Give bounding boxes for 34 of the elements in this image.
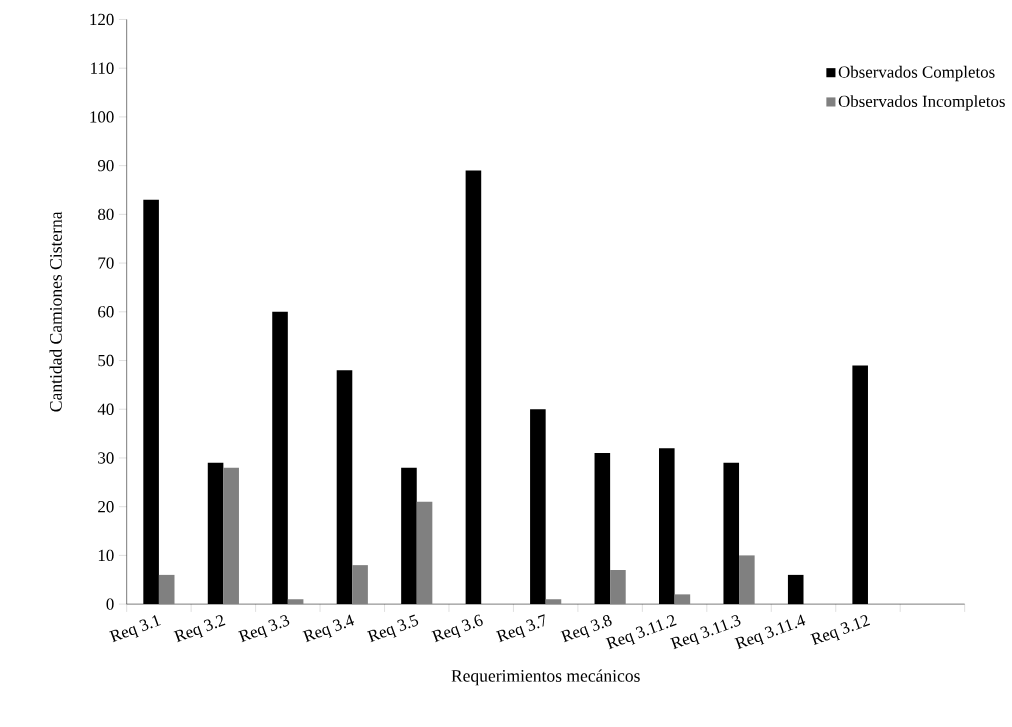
- x-axis-title: Requerimientos mecánicos: [451, 669, 640, 686]
- x-tick-label: Req 3.4: [302, 614, 355, 643]
- y-tick-label: 60: [98, 306, 114, 318]
- y-tick-label: 120: [90, 13, 114, 26]
- bar: [158, 574, 175, 605]
- y-tick-label: 110: [91, 62, 114, 74]
- x-tick-label: Req 3.5: [366, 614, 419, 643]
- legend-label: Observados Incompletos: [838, 95, 1005, 111]
- x-tick-label: Req 3.7: [495, 614, 545, 643]
- y-tick-label: 0: [106, 598, 114, 610]
- y-tick-label: 100: [90, 111, 114, 123]
- y-tick-label: 20: [98, 501, 114, 513]
- y-tick-label: 80: [98, 208, 114, 221]
- bar: [416, 501, 433, 605]
- bar: [674, 594, 691, 605]
- y-tick-label: 90: [97, 159, 114, 172]
- x-tick-label: Req 3.12: [810, 615, 870, 646]
- y-tick-label: 40: [97, 403, 114, 415]
- bar: [739, 555, 755, 605]
- y-tick-label: 70: [98, 257, 114, 269]
- x-tick-label: Req 3.2: [173, 615, 226, 643]
- bar: [352, 565, 368, 605]
- y-tick-label: 10: [98, 549, 114, 562]
- bar: [545, 599, 562, 605]
- x-tick-label: Req 3.1: [109, 615, 161, 643]
- x-tick-label: Req 3.3: [238, 615, 290, 643]
- y-axis-title: Cantidad Camiones Cisterna: [49, 211, 62, 412]
- x-tick-label: Req 3.6: [431, 614, 483, 643]
- bar: [287, 599, 304, 605]
- y-tick-label: 30: [98, 452, 114, 464]
- bar: [223, 467, 239, 605]
- bar: [610, 570, 626, 605]
- y-tick-label: 50: [98, 354, 114, 367]
- legend-label: Observados Completos: [838, 65, 995, 82]
